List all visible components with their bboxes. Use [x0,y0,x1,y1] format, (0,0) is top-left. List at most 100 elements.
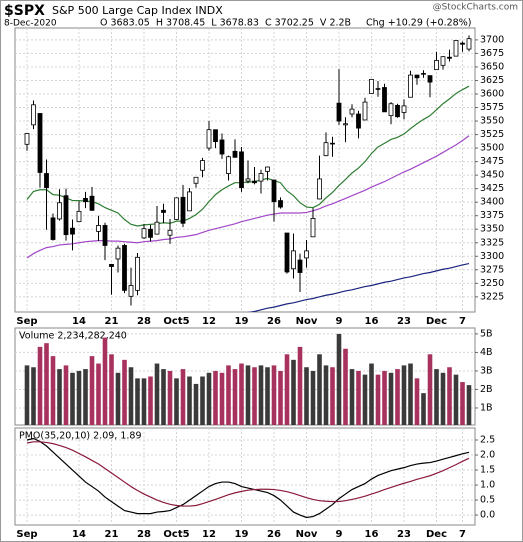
bar [466,385,472,425]
y-tick-label: 5B [480,328,493,339]
candle-body [239,151,244,188]
bar [375,374,381,425]
candle-body [395,104,400,118]
bar [226,365,231,425]
candle-body [291,250,296,270]
candle-body [219,139,225,155]
candle-body [278,200,283,208]
bar [258,365,264,425]
candle-body [427,75,433,83]
bar [76,370,82,425]
bar [271,365,277,425]
bar [161,369,166,425]
candle-body [265,166,270,172]
security-name: S&P 500 Large Cap Index INDX [52,4,223,17]
candle-body [193,176,199,184]
x-tick-label: Sep [16,316,37,327]
bar [122,359,127,425]
y-tick-label: 2.0 [480,450,495,461]
bar [317,354,322,425]
candle-body [252,180,257,184]
candle-body [24,133,30,145]
candle-body [161,209,166,213]
y-tick-label: 1B [480,402,493,413]
y-tick-label: 3425 [480,183,504,194]
candle-body [180,196,186,224]
candle-body [57,202,62,220]
bar [115,372,121,425]
x-tick-label: 7 [459,529,466,540]
candle-body [323,142,329,157]
candle-body [356,113,361,129]
candle-body [63,195,69,236]
y-tick-label: 3375 [480,210,504,221]
candle-body [317,178,322,200]
bar [323,365,329,425]
candle-body [213,129,218,143]
bar [401,365,407,425]
candle-body [447,56,452,59]
candle-body [83,197,88,203]
y-tick-label: 2.5 [480,435,495,446]
bar [141,378,147,425]
x-tick-label: Oct5 [163,529,189,540]
y-tick-label: 3500 [480,143,504,154]
bar [109,354,114,425]
x-tick-label: 28 [137,529,151,540]
bar [408,363,413,425]
y-tick-label: 3475 [480,156,504,167]
bar [213,370,218,425]
candle-body [37,113,43,173]
y-tick-label: 3350 [480,224,504,235]
candle-body [89,195,95,211]
candle-body [50,217,56,240]
bar [148,376,153,425]
bar [128,367,134,425]
bar [232,369,238,425]
bar [31,367,36,425]
y-tick-label: 3300 [480,251,504,262]
candle-body [226,156,231,174]
change: Chg +10.29 (+0.28%) [366,18,471,29]
candle-body [330,142,335,145]
candle-body [408,74,413,98]
line [26,441,470,507]
y-tick-label: 3525 [480,129,504,140]
candle-body [70,227,75,235]
y-tick-label: 3675 [480,48,504,59]
candle-body [297,259,303,273]
candle-body [102,225,108,246]
x-tick-label: 21 [105,316,119,327]
x-tick-label: 9 [336,529,343,540]
y-tick-label: 3575 [480,102,504,113]
y-tick-label: 3250 [480,278,504,289]
bar [50,356,56,425]
source: @StockCharts.com [433,3,518,13]
y-tick-label: 3550 [480,116,504,127]
candle-body [349,108,355,115]
candle-body [304,250,309,259]
bar [395,369,400,425]
bar [336,333,342,425]
y-tick-label: 3600 [480,88,504,99]
candle-body [148,228,153,238]
x-tick-label: Dec [426,529,447,540]
bar [427,354,433,425]
x-tick-label: 19 [235,529,249,540]
bar [135,378,140,425]
bar [330,367,335,425]
x-tick-label: 28 [137,316,151,327]
candle-body [453,40,459,57]
bar [180,369,186,425]
x-tick-label: 19 [235,316,249,327]
x-tick-label: Sep [16,529,37,540]
bar [70,372,75,425]
bar [434,369,439,425]
candle-body [271,179,277,203]
y-tick-label: 3225 [480,291,504,302]
x-tick-label: 9 [336,316,343,327]
bar [24,365,30,425]
x-tick-label: Nov [296,316,318,327]
bar [356,370,361,425]
